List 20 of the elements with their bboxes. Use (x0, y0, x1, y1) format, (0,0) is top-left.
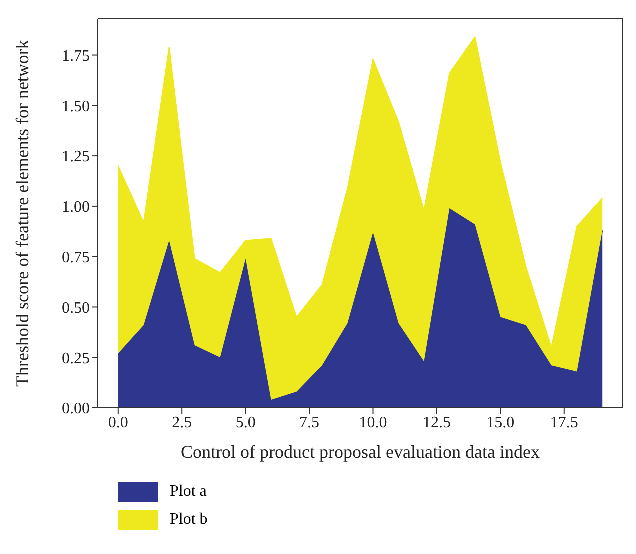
y-tick-label: 0.75 (62, 250, 90, 267)
x-axis-title: Control of product proposal evaluation data index (181, 442, 540, 462)
x-tick-label: 2.5 (172, 414, 192, 432)
x-tick-label: 17.5 (550, 414, 578, 432)
y-tick-label: 1.25 (62, 148, 90, 166)
y-tick-label: 0.50 (62, 300, 90, 317)
y-tick-label: 0.00 (62, 400, 90, 418)
x-tick-label: 15.0 (486, 414, 515, 432)
x-tick-label: 7.5 (300, 414, 320, 432)
x-tick-label: 12.5 (422, 414, 451, 432)
y-tick-label: 1.00 (62, 199, 90, 216)
legend-label: Plot a (170, 483, 207, 501)
legend-label: Plot b (170, 511, 208, 529)
x-tick-label: 5.0 (236, 414, 256, 432)
x-tick-label: 10.0 (359, 414, 388, 432)
x-tick-label: 0.0 (108, 414, 128, 432)
y-axis-title: Threshold score of feature elements for network (12, 40, 32, 387)
y-tick-label: 0.25 (62, 350, 90, 368)
y-tick-label: 1.75 (62, 48, 90, 65)
y-tick-label: 1.50 (62, 98, 90, 116)
